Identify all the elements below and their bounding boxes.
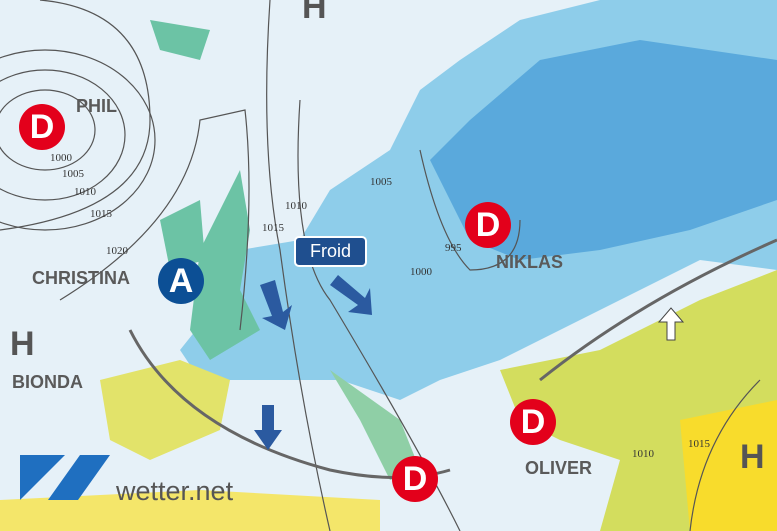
isobar-label: 995 xyxy=(445,242,462,254)
isobar-label: 1010 xyxy=(285,200,307,212)
isobar-label: 1015 xyxy=(90,208,112,220)
system-label-bionda: BIONDA xyxy=(12,372,83,392)
cold-air-label: Froid xyxy=(294,236,368,267)
warm-air-arrow xyxy=(657,307,685,341)
low-pressure-icon: D xyxy=(510,399,556,445)
isobar-label: 1005 xyxy=(62,168,84,180)
system-label-niklas: NIKLAS xyxy=(496,252,563,272)
isobar-label: 1015 xyxy=(262,222,284,234)
isobar-label: 1015 xyxy=(688,438,710,450)
high-marker: H xyxy=(10,325,35,363)
isobar-label: 1000 xyxy=(410,266,432,278)
isobar-label: 1000 xyxy=(50,152,72,164)
isobar-label: 1020 xyxy=(106,245,128,257)
low-pressure-icon: D xyxy=(19,104,65,150)
cold-air-arrows xyxy=(254,275,372,450)
high-pressure-icon: A xyxy=(158,258,204,304)
brand-name: wetter.net xyxy=(116,476,234,506)
wetter-net-logo xyxy=(20,455,110,500)
isobar-lines xyxy=(0,0,761,531)
low-pressure-icon: D xyxy=(465,202,511,248)
system-label-christina: CHRISTINA xyxy=(32,268,130,288)
high-marker: H xyxy=(302,0,327,26)
isobar-label: 1010 xyxy=(74,186,96,198)
isobar-label: 1005 xyxy=(370,176,392,188)
high-marker: H xyxy=(740,438,765,476)
low-pressure-icon: D xyxy=(392,456,438,502)
system-label-oliver: OLIVER xyxy=(525,458,593,478)
system-label-phil: PHIL xyxy=(76,96,118,116)
isobar-label: 1010 xyxy=(632,448,654,460)
